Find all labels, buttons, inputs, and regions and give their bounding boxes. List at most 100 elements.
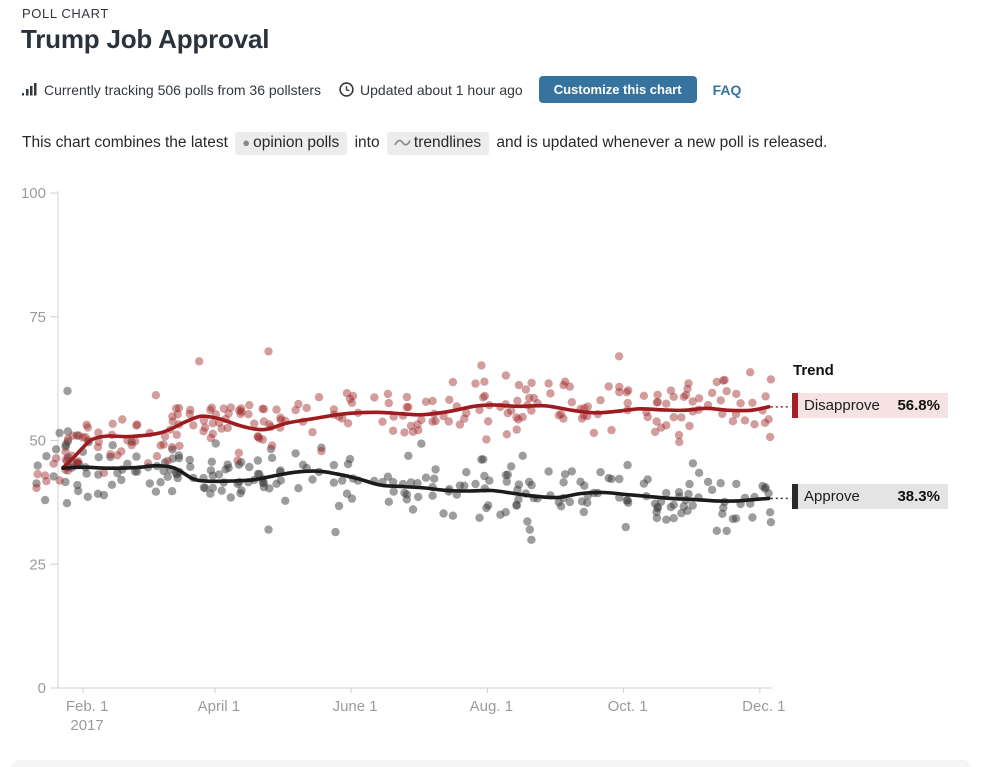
approve-poll-dot [400,488,409,498]
disapprove-poll-dot [255,434,264,443]
disapprove-poll-dot [93,442,103,452]
approve-poll-dot [527,481,536,490]
approve-poll-dot [308,475,317,484]
y-axis-tick-label: 50 [29,433,46,450]
disapprove-poll-dot [400,428,409,437]
approve-poll-dot [560,470,570,479]
approve-poll-dot [264,525,273,534]
approve-poll-dot [615,474,624,484]
approve-poll-dot [677,509,686,518]
faq-link[interactable]: FAQ [712,81,742,98]
approve-poll-dot [236,489,245,498]
disapprove-poll-dot [501,371,511,380]
disapprove-poll-dot [669,392,678,401]
approve-poll-dot [712,526,721,535]
disapprove-poll-dot [669,413,678,422]
disapprove-poll-dot [615,382,624,392]
disapprove-poll-dot [764,415,773,424]
disapprove-poll-dot [480,391,489,401]
disapprove-poll-dot [259,404,269,414]
disapprove-poll-dot [445,395,454,404]
disapprove-poll-dot [559,380,568,390]
approve-poll-dot [168,454,177,463]
approve-poll-dot [63,427,73,436]
approve-poll-dot [186,462,195,471]
approve-poll-dot [185,455,194,465]
approve-poll-dot [718,509,727,518]
disapprove-poll-dot [253,432,263,441]
disapprove-poll-dot [99,468,109,477]
x-axis-year-label: 2017 [70,717,103,734]
approve-poll-dot [334,501,344,511]
approve-poll-dot [604,473,613,483]
approve-poll-dot [63,386,72,396]
tracking-text: Currently tracking 506 polls from 36 pol… [44,81,322,98]
disapprove-poll-dot [567,398,576,407]
y-axis-tick-label: 75 [29,309,46,326]
disapprove-poll-dot [49,459,58,468]
disapprove-poll-dot [716,396,725,405]
disapprove-poll-dot [694,394,704,403]
disapprove-poll-dot [345,394,355,404]
approve-poll-dot [329,478,339,487]
disapprove-poll-dot [556,410,566,419]
disapprove-poll-dot [233,456,242,465]
approve-poll-dot [662,515,671,524]
disapprove-poll-dot [529,393,539,403]
approve-poll-dot [748,513,757,522]
poll-scatter-chart[interactable]: 0 25 50 75 100 Feb. 1 2017 April 1 June 1 Aug. 1 O… [0,175,983,760]
disapprove-poll-dot [133,420,142,429]
disapprove-poll-dot [388,426,398,435]
disapprove-poll-dot [160,432,170,441]
disapprove-poll-dot [679,392,688,401]
disapprove-poll-dot [276,413,285,422]
approve-poll-dot [62,499,72,508]
customize-chart-button[interactable]: Customize this chart [538,76,697,103]
page-title: Trump Job Approval [21,24,270,54]
approve-poll-dot [255,470,264,479]
approve-poll-dot [559,478,568,487]
polls-bars-icon [22,83,38,96]
disapprove-poll-dot [662,421,671,430]
approve-trendline [61,463,771,503]
disapprove-color-bar [792,393,798,418]
approve-poll-dot [430,474,439,483]
disapprove-poll-dot [199,416,209,425]
approve-poll-dot [253,456,263,465]
disapprove-poll-dot [406,421,416,431]
disapprove-poll-dot [236,404,246,413]
disapprove-poll-dot [653,390,662,399]
description-part2: into [354,134,380,151]
disapprove-poll-dot [462,408,471,418]
disapprove-poll-dot [33,469,42,479]
disapprove-poll-dot [502,430,511,439]
approve-poll-dot [653,502,662,512]
approve-poll-dot [703,477,713,487]
disapprove-poll-dot [42,477,51,486]
disapprove-poll-dot [604,382,613,391]
approve-poll-dot [83,492,93,501]
disapprove-poll-dot [74,457,83,466]
disapprove-poll-dot [662,399,671,408]
approve-poll-dot [383,472,393,481]
description-part3: and is updated whenever a new poll is re… [496,134,828,151]
disapprove-poll-dot [760,418,770,427]
x-axis-tick-label: April 1 [198,698,241,715]
disapprove-poll-dot [167,443,177,452]
approve-poll-dot [245,462,254,472]
disapprove-poll-dot [32,483,41,493]
disapprove-poll-dot [484,417,493,426]
approve-poll-dot [236,458,246,467]
approve-poll-dot [200,483,210,493]
y-axis-tick-label: 25 [29,556,46,573]
disapprove-poll-dot [106,450,115,459]
approve-poll-dot [475,513,484,522]
disapprove-poll-dot [583,402,592,411]
approve-poll-dot [623,496,632,505]
disapprove-poll-dot [559,414,568,423]
approve-poll-dot [527,535,536,544]
disapprove-poll-dot [343,419,353,428]
approve-poll-dot [579,507,588,517]
approve-poll-dot [662,488,671,498]
